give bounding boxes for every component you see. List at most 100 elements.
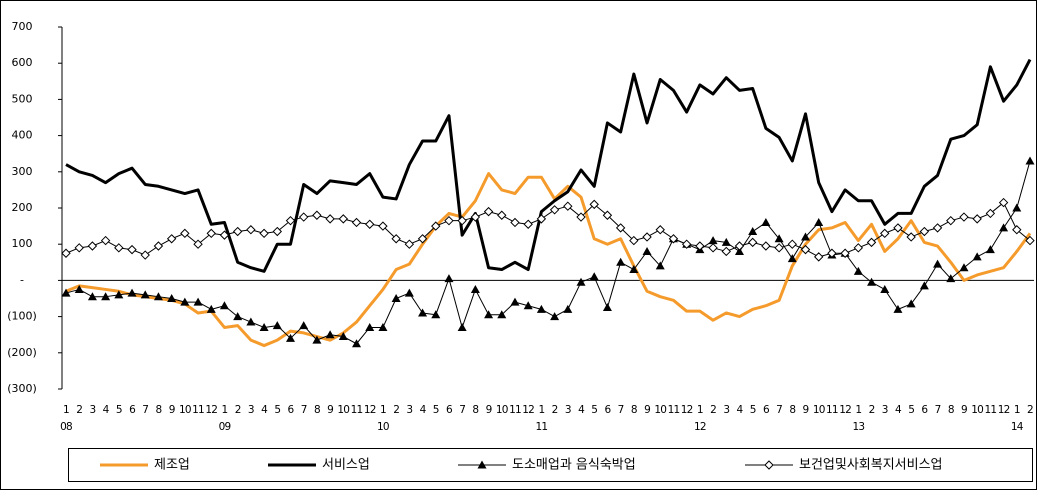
x-tick-label: 2 [710, 404, 716, 416]
point-marker [470, 212, 481, 222]
x-tick-label: 11 [509, 404, 521, 416]
point-marker [483, 206, 494, 217]
series-line [65, 172, 1032, 348]
point-marker [87, 241, 98, 251]
point-marker [774, 243, 784, 253]
point-marker [166, 234, 177, 244]
y-tick-label: 400 [12, 129, 33, 142]
point-marker [510, 297, 520, 306]
point-marker [840, 248, 850, 258]
point-marker [563, 201, 573, 211]
point-marker [233, 312, 243, 321]
point-marker [61, 248, 71, 258]
point-marker [959, 212, 969, 222]
point-marker [550, 312, 560, 321]
point-marker [576, 212, 586, 222]
point-marker [193, 239, 203, 249]
x-year-label: 14 [1011, 421, 1024, 433]
x-tick-label: 9 [486, 404, 492, 416]
point-marker [74, 284, 84, 293]
x-tick-label: 8 [314, 404, 320, 416]
x-tick-label: 2 [552, 404, 558, 416]
x-tick-label: 6 [129, 404, 136, 416]
point-marker [444, 215, 454, 226]
point-marker [774, 234, 784, 243]
x-tick-label: 10 [971, 404, 983, 416]
point-marker [484, 310, 494, 319]
x-tick-label: 6 [446, 404, 453, 416]
x-tick-label: 5 [908, 404, 914, 416]
x-tick-label: 2 [76, 404, 82, 416]
point-marker [114, 290, 124, 299]
point-marker [351, 217, 362, 228]
x-tick-label: 5 [591, 404, 597, 416]
point-marker [853, 266, 863, 275]
point-marker [285, 333, 295, 342]
x-tick-label: 10 [813, 404, 825, 416]
point-marker [497, 210, 507, 220]
x-tick-label: 12 [522, 404, 534, 416]
x-tick-label: 5 [116, 404, 122, 416]
point-marker [985, 208, 996, 219]
point-marker [457, 215, 467, 226]
point-marker [655, 261, 665, 270]
x-tick-label: 9 [169, 404, 175, 416]
y-tick-label: 100 [12, 237, 33, 250]
point-marker [642, 232, 652, 242]
point-marker [708, 236, 718, 245]
x-tick-label: 4 [578, 404, 585, 416]
point-marker [880, 284, 890, 293]
point-marker [589, 199, 599, 210]
point-marker [801, 232, 811, 241]
point-marker [906, 232, 916, 242]
x-tick-label: 12 [205, 404, 217, 416]
x-tick-label: 4 [261, 404, 268, 416]
x-tick-label: 5 [750, 404, 756, 416]
point-marker [312, 335, 322, 344]
point-marker [616, 257, 626, 266]
x-tick-label: 8 [155, 404, 161, 416]
point-marker [734, 246, 744, 255]
point-marker [536, 214, 547, 224]
point-marker [404, 239, 415, 249]
point-marker [431, 221, 441, 231]
point-marker [219, 230, 230, 240]
point-marker [259, 322, 269, 331]
x-tick-label: 12 [998, 404, 1010, 416]
point-marker [246, 225, 256, 235]
point-marker [101, 292, 111, 301]
legend-box [68, 448, 1033, 482]
y-tick-label: (200) [7, 346, 37, 359]
point-marker [761, 217, 771, 226]
x-tick-label: 6 [763, 404, 770, 416]
x-tick-label: 3 [723, 404, 729, 416]
x-tick-label: 6 [921, 404, 928, 416]
y-tick-label: 300 [12, 165, 33, 178]
x-tick-label: 5 [274, 404, 280, 416]
point-marker [999, 223, 1009, 232]
point-marker [180, 228, 190, 239]
x-tick-label: 11 [826, 404, 838, 416]
x-tick-label: 7 [618, 404, 624, 416]
x-tick-label: 1 [63, 404, 69, 416]
x-tick-label: 1 [222, 404, 228, 416]
x-tick-label: 3 [882, 404, 888, 416]
point-marker [893, 223, 903, 233]
point-marker [299, 321, 309, 330]
x-tick-label: 12 [681, 404, 693, 416]
x-tick-label: 9 [961, 404, 967, 416]
point-marker [325, 330, 335, 339]
point-marker [853, 243, 864, 253]
point-marker [629, 235, 639, 246]
point-marker [932, 223, 943, 233]
point-marker [100, 235, 111, 246]
x-tick-label: 12 [364, 404, 376, 416]
point-marker [338, 332, 348, 341]
point-marker [114, 243, 124, 253]
point-marker [391, 294, 401, 302]
x-tick-label: 9 [644, 404, 650, 416]
point-marker [418, 308, 428, 317]
point-marker [417, 234, 428, 244]
point-marker [127, 244, 137, 255]
point-marker [338, 214, 349, 224]
